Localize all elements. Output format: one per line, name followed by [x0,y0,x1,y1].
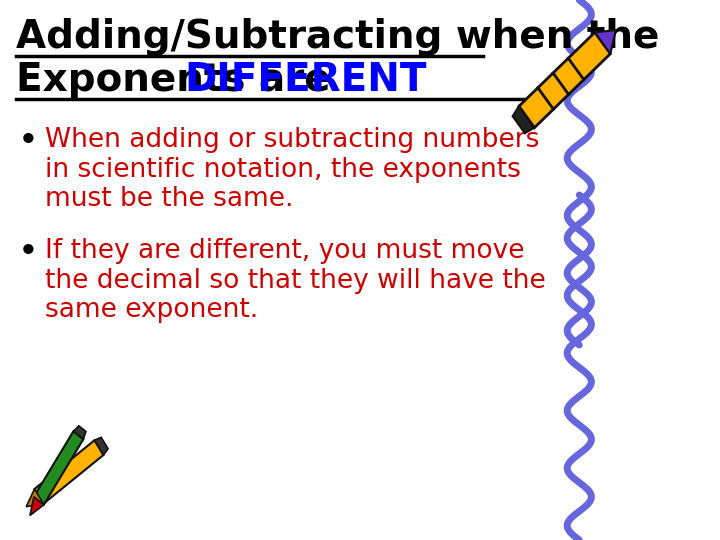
Text: When adding or subtracting numbers: When adding or subtracting numbers [45,127,539,153]
Text: Exponents are: Exponents are [16,62,343,99]
Polygon shape [30,497,44,516]
Text: •: • [19,127,37,155]
Polygon shape [513,106,534,133]
Text: Adding/Subtracting when the: Adding/Subtracting when the [16,18,659,56]
Text: If they are different, you must move: If they are different, you must move [45,238,524,265]
Text: in scientific notation, the exponents: in scientific notation, the exponents [45,157,521,183]
Polygon shape [26,489,43,507]
Polygon shape [595,30,616,54]
Text: •: • [19,238,37,266]
Polygon shape [73,426,86,439]
Polygon shape [94,437,108,455]
Text: must be the same.: must be the same. [45,186,293,212]
Text: the decimal so that they will have the: the decimal so that they will have the [45,268,546,294]
Polygon shape [34,431,84,505]
Polygon shape [519,32,611,127]
Polygon shape [35,440,104,504]
Text: DIFFERENT: DIFFERENT [184,62,427,99]
Text: same exponent.: same exponent. [45,297,258,323]
